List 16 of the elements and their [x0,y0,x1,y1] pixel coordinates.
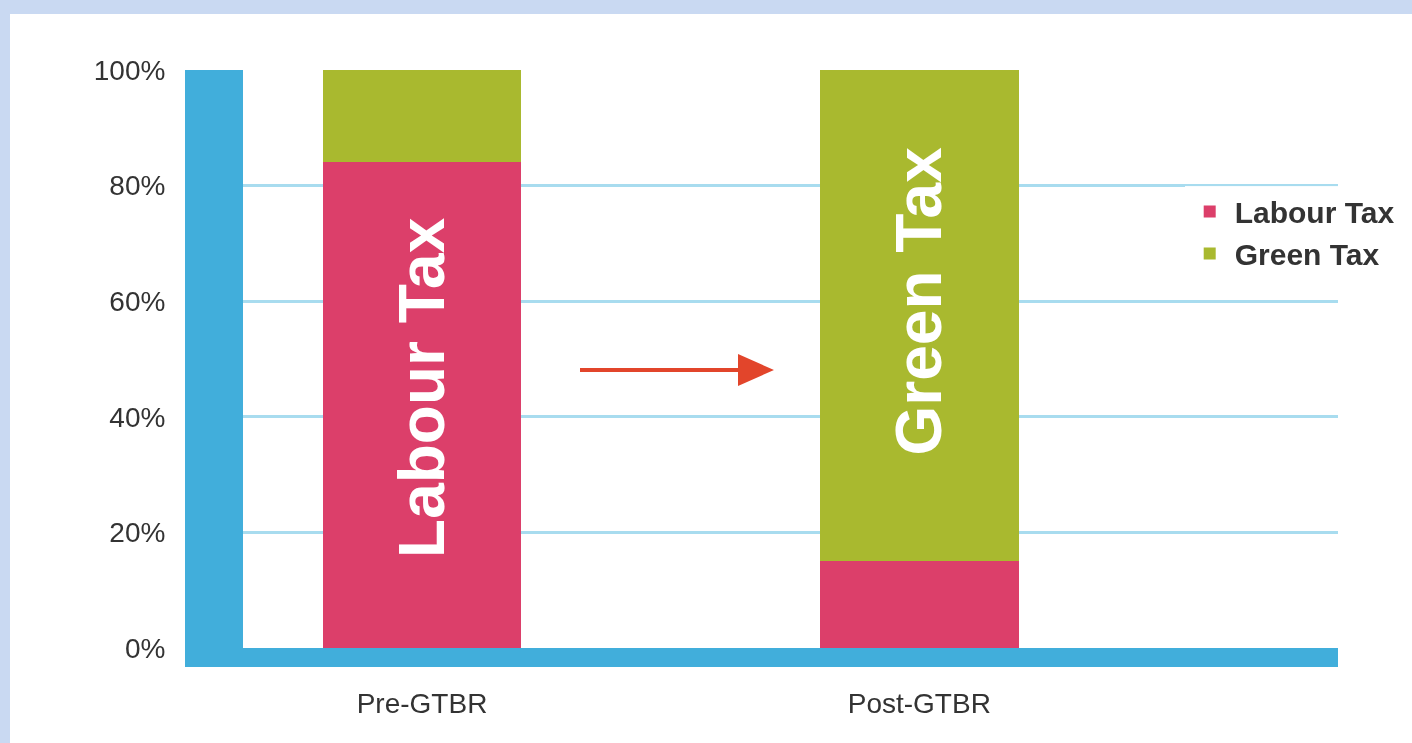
y-tick-label: 40% [109,401,166,433]
y-tick-label: 60% [109,286,166,317]
x-tick-label: Pre-GTBR [356,687,488,719]
annotation: Labour Tax [386,217,459,558]
bar [819,70,1019,562]
x-tick-label: Post-GTBR [847,687,991,719]
y-tick-label: 100% [93,54,166,86]
legend-label: Labour Tax [1234,196,1395,230]
legend-label: Green Tax [1234,238,1380,272]
annotation: Green Tax [883,146,956,456]
bar [322,70,522,163]
y-tick-label: 80% [109,170,166,202]
y-tick-label: 0% [124,632,166,664]
bar [322,162,522,648]
bar [819,561,1019,648]
y-tick-label: 20% [109,517,166,549]
